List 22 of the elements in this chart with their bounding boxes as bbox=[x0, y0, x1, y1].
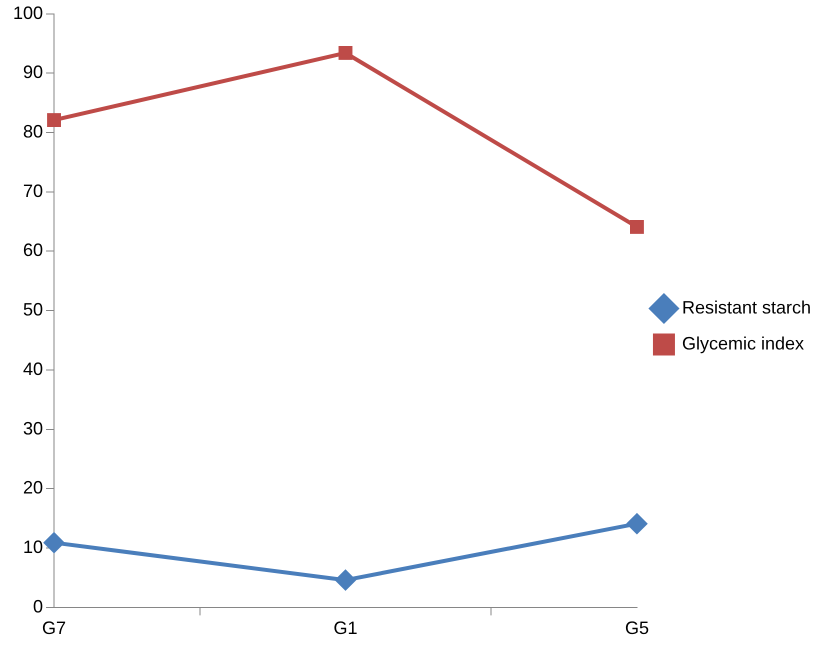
y-tick-label: 100 bbox=[12, 2, 44, 23]
y-tick-label: 10 bbox=[23, 537, 44, 558]
y-tick-label: 0 bbox=[33, 596, 44, 616]
y-tick-label: 70 bbox=[23, 180, 44, 201]
legend-label: Glycemic index bbox=[682, 333, 804, 354]
y-tick-label: 80 bbox=[23, 121, 44, 142]
x-tick-label: G5 bbox=[624, 618, 649, 638]
point bbox=[44, 532, 64, 553]
point bbox=[338, 46, 352, 60]
point bbox=[626, 514, 647, 534]
point bbox=[630, 220, 644, 234]
x-tick-label: G7 bbox=[42, 618, 66, 638]
y-tick-label: 20 bbox=[23, 478, 44, 498]
y-tick-label: 90 bbox=[23, 62, 44, 82]
point bbox=[47, 113, 61, 128]
y-tick-label: 40 bbox=[23, 358, 44, 379]
y-tick-label: 60 bbox=[23, 240, 44, 260]
x-tick-label: G1 bbox=[333, 618, 358, 638]
y-tick-label: 50 bbox=[23, 300, 44, 320]
point bbox=[335, 570, 356, 590]
y-tick-label: 30 bbox=[23, 418, 44, 438]
legend-label: Resistant starch bbox=[682, 297, 812, 318]
